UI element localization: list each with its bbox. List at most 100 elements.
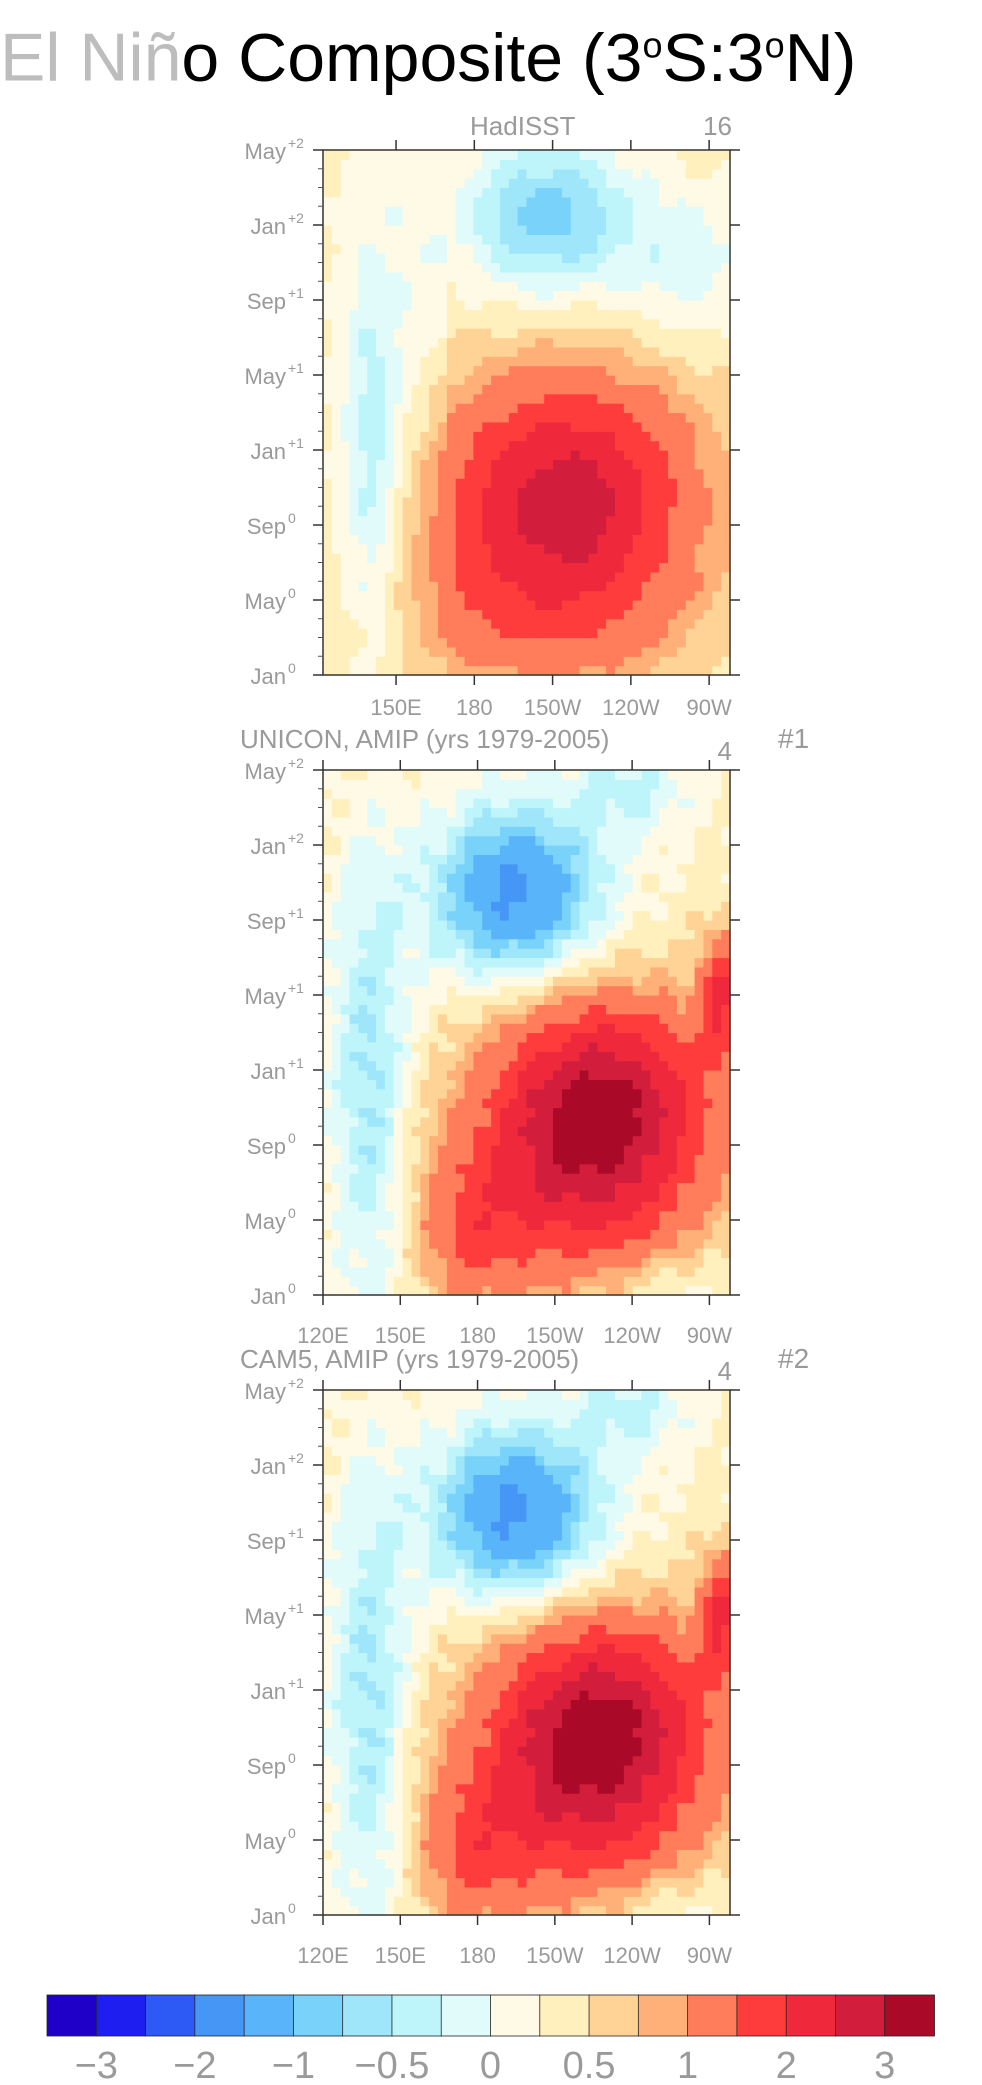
heatmap-cell xyxy=(597,938,607,949)
heatmap-cell xyxy=(668,779,678,790)
heatmap-cell xyxy=(429,1163,439,1174)
heatmap-cell xyxy=(499,1145,510,1155)
heatmap-cell xyxy=(402,553,413,564)
heatmap-cell xyxy=(712,243,722,254)
heatmap-cell xyxy=(561,506,572,517)
heatmap-cell xyxy=(588,1088,598,1099)
heatmap-cell xyxy=(499,1098,510,1109)
heatmap-cell xyxy=(561,571,572,582)
heatmap-cell xyxy=(499,1126,510,1137)
heatmap-cell xyxy=(570,901,581,912)
heatmap-cell xyxy=(455,835,466,846)
heatmap-cell xyxy=(517,346,528,357)
heatmap-cell xyxy=(606,779,616,790)
heatmap-cell xyxy=(331,1182,342,1193)
heatmap-cell xyxy=(721,571,731,582)
heatmap-cell xyxy=(668,1266,678,1277)
heatmap-cell xyxy=(358,770,368,780)
heatmap-cell xyxy=(376,393,386,404)
heatmap-cell xyxy=(367,665,377,676)
heatmap-cell xyxy=(579,571,590,582)
heatmap-cell xyxy=(393,478,404,489)
heatmap-cell xyxy=(659,1013,669,1024)
heatmap-cell xyxy=(367,271,377,282)
heatmap-cell xyxy=(676,807,687,818)
heatmap-cell xyxy=(446,1051,457,1062)
heatmap-cell xyxy=(676,215,687,226)
heatmap-cell xyxy=(588,346,598,357)
heatmap-cell xyxy=(402,403,413,414)
heatmap-cell xyxy=(367,168,377,179)
heatmap-cell xyxy=(358,1285,368,1296)
heatmap-cell xyxy=(614,562,625,573)
heatmap-cell xyxy=(553,1079,563,1090)
heatmap-cell xyxy=(393,845,404,855)
heatmap-cell xyxy=(499,590,510,601)
heatmap-cell xyxy=(446,553,457,564)
heatmap-cell xyxy=(659,1163,669,1174)
heatmap-cell xyxy=(393,262,404,273)
heatmap-cell xyxy=(438,450,448,460)
heatmap-cell xyxy=(535,384,545,395)
heatmap-cell xyxy=(402,581,413,592)
heatmap-cell xyxy=(446,384,457,395)
heatmap-cell xyxy=(544,1070,554,1080)
heatmap-cell xyxy=(499,929,510,940)
heatmap-cell xyxy=(553,1238,563,1249)
heatmap-cell xyxy=(331,1191,342,1202)
heatmap-cell xyxy=(606,1116,616,1127)
heatmap-cell xyxy=(491,665,501,676)
heatmap-cell xyxy=(376,1210,386,1221)
heatmap-cell xyxy=(411,938,421,949)
heatmap-cell xyxy=(694,403,705,414)
heatmap-cell xyxy=(614,178,625,189)
heatmap-cell xyxy=(331,910,342,921)
heatmap-cell xyxy=(668,1023,678,1034)
heatmap-cell xyxy=(526,948,536,959)
heatmap-cell xyxy=(331,1098,342,1109)
heatmap-cell xyxy=(358,525,368,535)
heatmap-cell xyxy=(685,168,696,179)
heatmap-cell xyxy=(588,891,598,902)
heatmap-cell xyxy=(606,873,616,884)
heatmap-cell xyxy=(535,1173,545,1184)
heatmap-cell xyxy=(402,1182,413,1193)
heatmap-cell xyxy=(367,882,377,893)
heatmap-cell xyxy=(367,628,377,639)
heatmap-cell xyxy=(517,845,528,855)
heatmap-cell xyxy=(588,1023,598,1034)
heatmap-cell xyxy=(384,1220,395,1230)
heatmap-cell xyxy=(455,459,466,470)
heatmap-cell xyxy=(358,1126,368,1137)
heatmap-cell xyxy=(438,384,448,395)
heatmap-cell xyxy=(614,770,625,780)
heatmap-cell xyxy=(544,393,554,404)
heatmap-cell xyxy=(340,770,351,780)
heatmap-cell xyxy=(623,534,634,545)
heatmap-cell xyxy=(535,948,545,959)
heatmap-cell xyxy=(473,1023,483,1034)
heatmap-cell xyxy=(508,421,519,432)
heatmap-cell xyxy=(588,854,598,865)
heatmap-cell xyxy=(455,1032,466,1043)
heatmap-cell xyxy=(323,929,333,940)
heatmap-cell xyxy=(446,901,457,912)
heatmap-cell xyxy=(526,1004,536,1015)
heatmap-cell xyxy=(358,985,368,996)
heatmap-cell xyxy=(393,487,404,498)
heatmap-cell xyxy=(517,1257,528,1268)
heatmap-cell xyxy=(446,1070,457,1080)
heatmap-cell xyxy=(623,196,634,207)
heatmap-cells xyxy=(323,150,731,676)
heatmap-cell xyxy=(438,234,448,245)
heatmap-cell xyxy=(526,1257,536,1268)
heatmap-cell xyxy=(623,318,634,329)
heatmap-cell xyxy=(535,1004,545,1015)
heatmap-cell xyxy=(411,543,421,554)
heatmap-cell xyxy=(570,1191,581,1202)
heatmap-cell xyxy=(323,609,333,620)
heatmap-cell xyxy=(588,318,598,329)
heatmap-cell xyxy=(491,882,501,893)
heatmap-cell xyxy=(446,431,457,442)
heatmap-cell xyxy=(491,478,501,489)
